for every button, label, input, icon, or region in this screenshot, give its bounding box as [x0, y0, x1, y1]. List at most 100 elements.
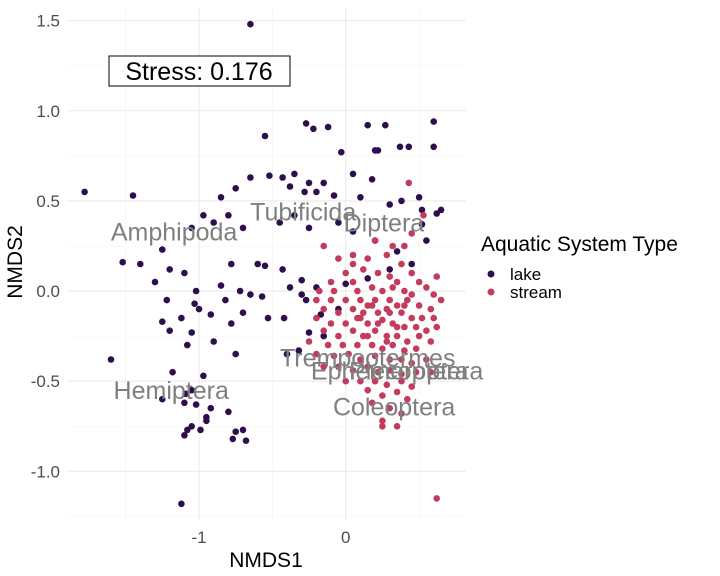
point-lake: [217, 194, 225, 201]
point-stream: [313, 296, 320, 304]
point-stream: [379, 316, 386, 324]
point-stream: [368, 399, 376, 407]
point-lake: [192, 287, 200, 295]
point-stream: [313, 350, 320, 358]
point-lake: [159, 246, 166, 253]
point-lake: [207, 311, 215, 318]
point-lake: [166, 327, 173, 335]
point-stream: [401, 323, 408, 331]
point-stream: [393, 388, 401, 396]
point-lake: [349, 228, 357, 235]
point-stream: [379, 345, 386, 353]
point-stream: [335, 255, 342, 262]
point-stream: [335, 332, 342, 340]
point-stream: [368, 284, 376, 291]
point-lake: [291, 212, 298, 219]
point-stream: [342, 269, 350, 277]
point-stream: [349, 305, 357, 313]
point-lake: [320, 179, 328, 187]
taxon-label: Diptera: [344, 210, 425, 238]
legend-label-stream: stream: [510, 283, 562, 302]
point-stream: [364, 386, 372, 394]
point-stream: [360, 309, 367, 317]
point-stream: [364, 320, 372, 327]
point-stream: [393, 423, 401, 430]
point-lake: [232, 428, 239, 436]
point-lake: [386, 201, 394, 208]
point-stream: [374, 320, 382, 327]
point-lake: [283, 350, 291, 358]
y-tick-label: -1.0: [31, 462, 60, 481]
point-lake: [200, 372, 207, 380]
y-tick-label: 0.5: [36, 192, 60, 211]
point-stream: [364, 255, 372, 262]
point-stream: [404, 296, 411, 304]
legend-key-stream: [487, 288, 495, 296]
point-lake: [374, 147, 382, 154]
point-stream: [383, 332, 391, 340]
point-lake: [437, 206, 445, 214]
point-stream: [383, 338, 391, 345]
point-lake: [286, 284, 294, 291]
point-lake: [368, 176, 376, 183]
point-stream: [398, 410, 405, 417]
point-stream: [339, 341, 347, 349]
point-stream: [404, 395, 411, 403]
point-lake: [188, 329, 195, 336]
point-stream: [398, 377, 405, 385]
point-lake: [181, 269, 188, 277]
point-lake: [247, 174, 254, 181]
point-stream: [433, 323, 441, 331]
point-stream: [342, 320, 350, 327]
point-stream: [379, 417, 386, 425]
point-stream: [320, 305, 328, 313]
point-stream: [342, 296, 350, 304]
point-lake: [305, 224, 313, 232]
taxon-label: Plecoptera: [349, 357, 469, 385]
point-lake: [228, 320, 235, 327]
point-stream: [327, 278, 335, 286]
point-stream: [324, 341, 332, 349]
point-lake: [200, 212, 207, 219]
point-lake: [386, 266, 394, 273]
point-stream: [374, 368, 382, 376]
point-stream: [330, 287, 338, 295]
point-stream: [354, 341, 361, 349]
point-lake: [305, 179, 313, 187]
point-stream: [430, 291, 438, 298]
point-lake: [279, 174, 286, 181]
point-stream: [398, 356, 405, 363]
point-lake: [181, 432, 188, 439]
stress-box: Stress: 0.176: [108, 55, 291, 87]
point-stream: [389, 242, 397, 250]
point-stream: [433, 273, 441, 280]
point-stream: [418, 314, 426, 322]
point-stream: [374, 309, 382, 317]
point-lake: [236, 287, 244, 295]
point-lake: [188, 386, 195, 394]
point-lake: [188, 224, 195, 232]
point-stream: [423, 356, 430, 363]
point-lake: [178, 314, 185, 322]
point-stream: [408, 291, 416, 298]
point-lake: [324, 123, 332, 131]
point-stream: [368, 302, 376, 309]
point-stream: [389, 284, 397, 291]
point-lake: [239, 426, 247, 434]
y-axis-title: NMDS2: [4, 225, 27, 299]
point-lake: [418, 221, 426, 228]
point-lake: [357, 194, 364, 201]
point-lake: [182, 390, 190, 398]
point-lake: [151, 278, 159, 286]
point-stream: [316, 287, 323, 295]
point-lake: [276, 219, 284, 226]
point-lake: [191, 300, 198, 308]
taxon-label: Tubificida: [250, 199, 356, 227]
point-stream: [379, 287, 386, 295]
point-lake: [188, 423, 195, 430]
point-stream: [354, 287, 361, 295]
point-stream: [408, 383, 416, 390]
point-lake: [418, 206, 426, 214]
point-lake: [338, 148, 345, 156]
